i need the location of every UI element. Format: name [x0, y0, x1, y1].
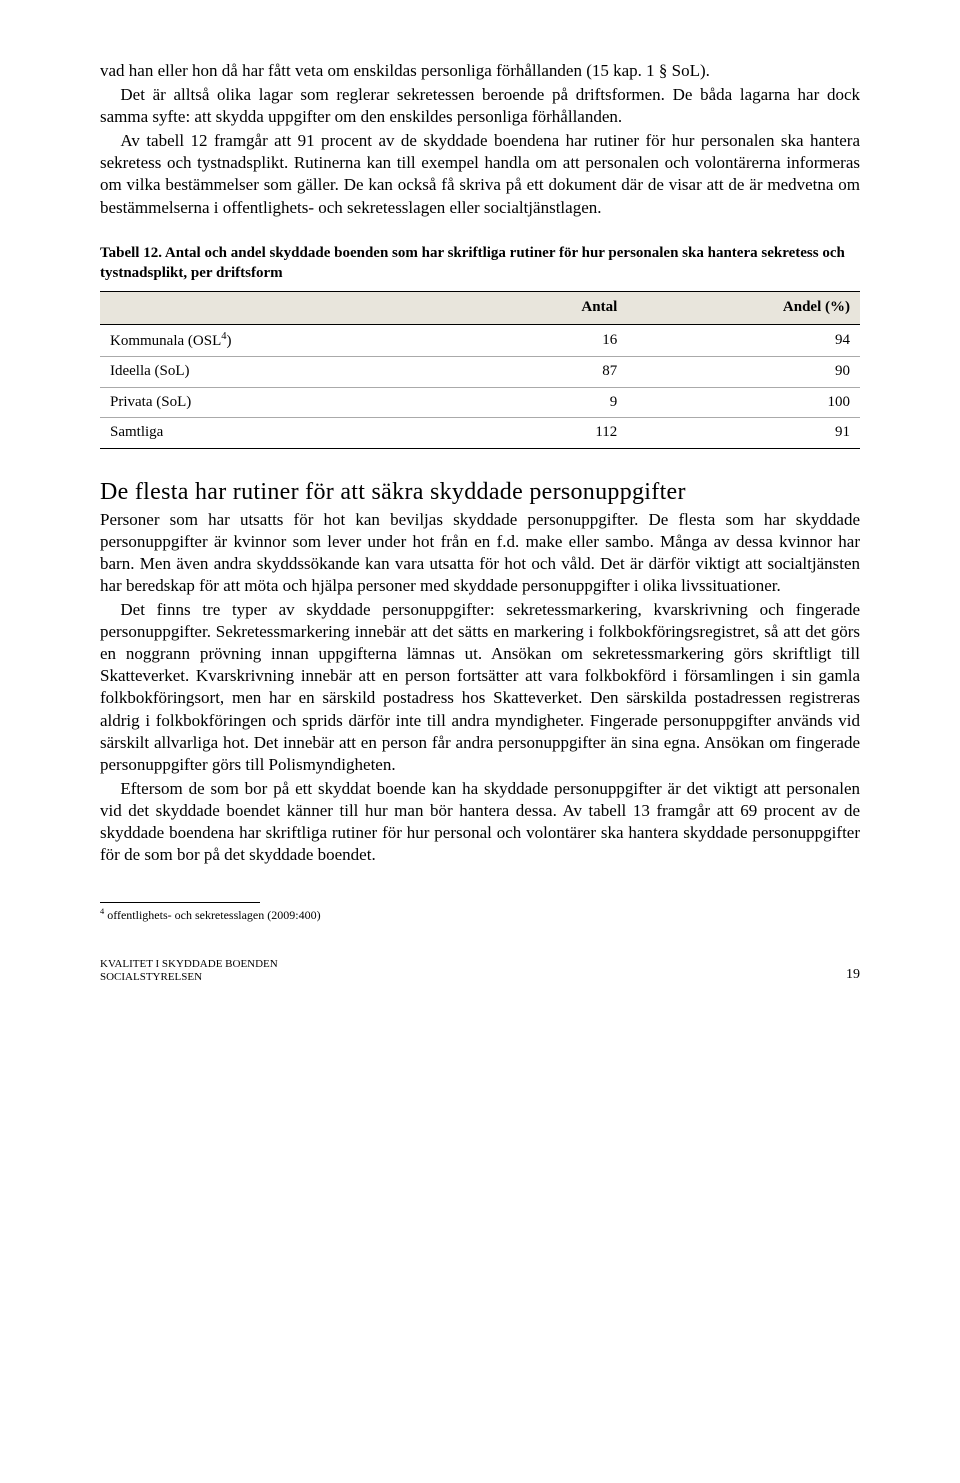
page-number: 19 [846, 966, 860, 984]
cell: 87 [478, 357, 627, 388]
row-label: Samtliga [100, 418, 478, 449]
section-heading: De flesta har rutiner för att säkra skyd… [100, 477, 860, 507]
paragraph: Det är alltså olika lagar som reglerar s… [100, 84, 860, 128]
row-label: Ideella (SoL) [100, 357, 478, 388]
data-table: Antal Andel (%) Kommunala (OSL4) 16 94 I… [100, 291, 860, 449]
cell: 90 [627, 357, 860, 388]
cell: 16 [478, 324, 627, 357]
cell: 9 [478, 387, 627, 418]
table-row: Privata (SoL) 9 100 [100, 387, 860, 418]
footer-title: KVALITET I SKYDDADE BOENDEN SOCIALSTYREL… [100, 958, 278, 984]
col-header [100, 292, 478, 325]
page-footer: KVALITET I SKYDDADE BOENDEN SOCIALSTYREL… [100, 958, 860, 984]
table-row: Kommunala (OSL4) 16 94 [100, 324, 860, 357]
cell: 112 [478, 418, 627, 449]
row-label: Kommunala (OSL4) [100, 324, 478, 357]
paragraph: Personer som har utsatts för hot kan bev… [100, 509, 860, 597]
table-row-total: Samtliga 112 91 [100, 418, 860, 449]
col-header: Antal [478, 292, 627, 325]
cell: 91 [627, 418, 860, 449]
col-header: Andel (%) [627, 292, 860, 325]
table-caption: Tabell 12. Antal och andel skyddade boen… [100, 243, 860, 284]
row-label: Privata (SoL) [100, 387, 478, 418]
paragraph: Eftersom de som bor på ett skyddat boend… [100, 778, 860, 866]
table-row: Ideella (SoL) 87 90 [100, 357, 860, 388]
table-header-row: Antal Andel (%) [100, 292, 860, 325]
cell: 94 [627, 324, 860, 357]
paragraph: vad han eller hon då har fått veta om en… [100, 60, 860, 82]
cell: 100 [627, 387, 860, 418]
footnote: 4 offentlighets- och sekretesslagen (200… [100, 907, 860, 924]
paragraph: Av tabell 12 framgår att 91 procent av d… [100, 130, 860, 218]
footnote-rule [100, 902, 260, 903]
paragraph: Det finns tre typer av skyddade personup… [100, 599, 860, 776]
